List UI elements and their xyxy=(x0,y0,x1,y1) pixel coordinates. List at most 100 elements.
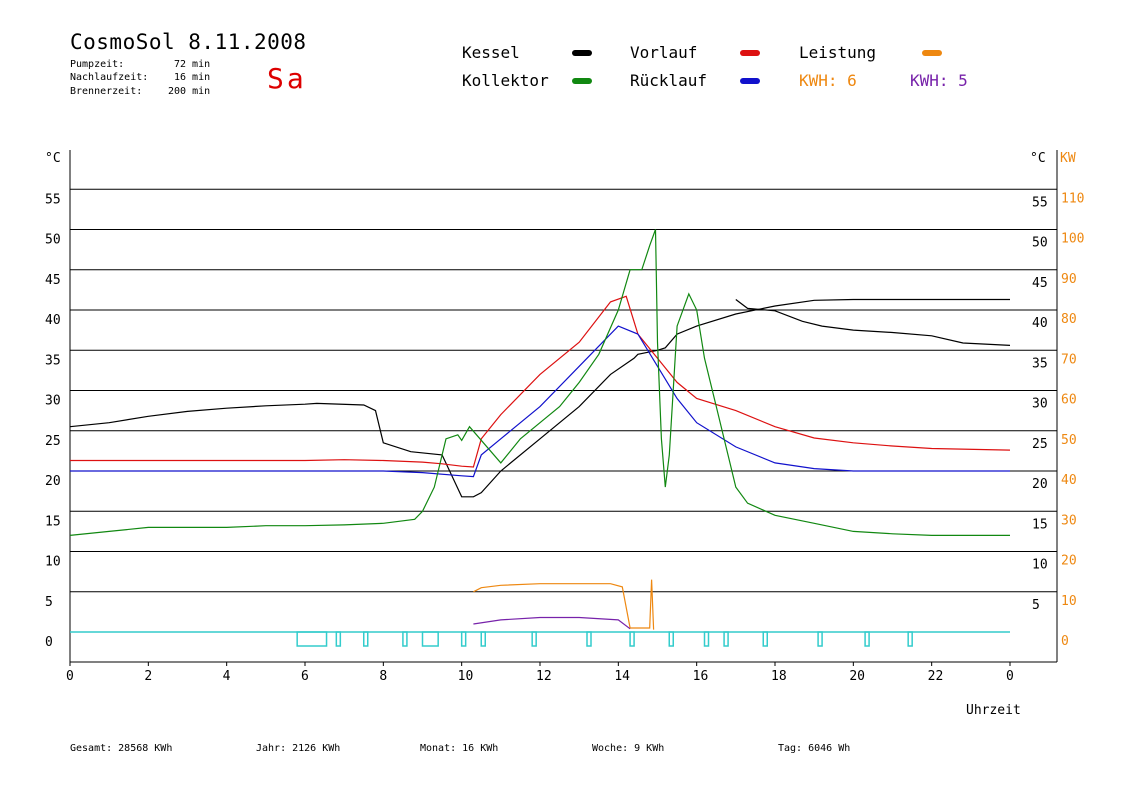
legend-kwh-2: KWH: 5 xyxy=(910,71,968,90)
kw-tick: 20 xyxy=(1061,554,1077,569)
kw-tick: 80 xyxy=(1061,312,1077,327)
x-tick-label: 6 xyxy=(301,669,309,684)
series-kwh xyxy=(473,616,631,630)
kw-axis-label: KW xyxy=(1060,151,1076,166)
series-leistung xyxy=(473,579,655,630)
legend-kollektor-label: Kollektor xyxy=(462,71,549,90)
y-tick-right: 5 xyxy=(1032,598,1040,613)
legend-kwh-1: KWH: 6 xyxy=(799,71,857,90)
series-kessel-evening xyxy=(735,299,1011,346)
y-tick-right: 30 xyxy=(1032,397,1048,412)
x-tick-label: 14 xyxy=(614,669,630,684)
y-axis-label-left: °C xyxy=(45,151,61,166)
pump-status-block xyxy=(460,631,467,647)
pump-status-block xyxy=(668,631,674,647)
legend-vorlauf-label: Vorlauf xyxy=(630,43,698,62)
x-tick-label: 16 xyxy=(693,669,709,684)
kw-tick: 50 xyxy=(1061,433,1077,448)
footer-tag: Tag: 6046 Wh xyxy=(778,743,851,754)
x-axis-label: Uhrzeit xyxy=(966,703,1021,718)
pump-status-block xyxy=(864,631,870,647)
kw-tick: 30 xyxy=(1061,513,1077,528)
legend-ruecklauf-swatch xyxy=(740,78,760,84)
nachlauf-time-label: Nachlaufzeit: xyxy=(70,72,149,83)
x-tick-label: 22 xyxy=(928,669,944,684)
pump-status-block xyxy=(335,631,342,647)
legend-ruecklauf-label: Rücklauf xyxy=(630,71,708,90)
chart-title: CosmoSol 8.11.2008 xyxy=(70,30,307,54)
legend-leistung-label: Leistung xyxy=(799,43,877,62)
pump-time-row: Pumpzeit: xyxy=(70,58,124,71)
series-kessel xyxy=(69,298,1010,498)
pump-time-value: 72 min xyxy=(174,59,211,70)
y-tick-right: 40 xyxy=(1032,316,1048,331)
pump-status-block xyxy=(363,631,369,647)
y-tick-left: 20 xyxy=(45,474,61,489)
pump-status-block xyxy=(723,631,729,647)
pump-status-block xyxy=(421,631,439,647)
kw-tick: 60 xyxy=(1061,393,1077,408)
footer-monat: Monat: 16 KWh xyxy=(420,743,499,754)
y-tick-left: 40 xyxy=(45,313,61,328)
nachlauf-time-value: 16 min xyxy=(174,72,211,83)
legend-leistung-swatch xyxy=(922,50,942,56)
y-tick-left: 30 xyxy=(45,394,61,409)
legend-kessel-label: Kessel xyxy=(462,43,520,62)
y-tick-left: 5 xyxy=(45,595,53,610)
y-tick-right: 35 xyxy=(1032,356,1048,371)
pump-status-block xyxy=(586,631,592,647)
x-tick-label: 4 xyxy=(223,669,231,684)
y-tick-left: 0 xyxy=(45,635,53,650)
pump-status-block xyxy=(817,631,823,647)
y-tick-right: 55 xyxy=(1032,195,1048,210)
y-tick-right: 25 xyxy=(1032,437,1048,452)
pump-status-block xyxy=(402,631,408,647)
x-tick-label: 8 xyxy=(379,669,387,684)
legend-vorlauf-swatch xyxy=(740,50,760,56)
y-tick-left: 55 xyxy=(45,192,61,207)
pump-status-block xyxy=(703,631,710,647)
y-tick-left: 25 xyxy=(45,434,61,449)
legend-kessel-swatch xyxy=(572,50,592,56)
kw-tick: 90 xyxy=(1061,272,1077,287)
series-kollektor xyxy=(69,229,1010,536)
pump-status-block xyxy=(907,631,913,647)
x-tick-label: 0 xyxy=(66,669,74,684)
y-tick-right: 15 xyxy=(1032,517,1048,532)
kw-tick: 100 xyxy=(1061,232,1084,247)
y-tick-left: 35 xyxy=(45,353,61,368)
kw-tick: 70 xyxy=(1061,352,1077,367)
brenner-time-value: 200 min xyxy=(168,86,211,97)
x-tick-label: 20 xyxy=(849,669,865,684)
footer-jahr: Jahr: 2126 KWh xyxy=(256,743,341,754)
y-tick-left: 45 xyxy=(45,273,61,288)
pump-status-block xyxy=(629,631,635,647)
series-ruecklauf xyxy=(70,325,1010,478)
y-tick-left: 15 xyxy=(45,514,61,529)
pump-time-label: Pumpzeit: xyxy=(70,59,125,70)
weekday-label: Sa xyxy=(267,62,307,95)
x-tick-label: 12 xyxy=(536,669,552,684)
y-tick-right: 50 xyxy=(1032,236,1048,251)
kw-tick: 0 xyxy=(1061,634,1069,649)
brenner-time-label: Brennerzeit: xyxy=(70,86,143,97)
y-tick-right: 45 xyxy=(1032,276,1048,291)
footer-woche: Woche: 9 KWh xyxy=(592,743,665,754)
kw-tick: 110 xyxy=(1061,191,1084,206)
kw-tick: 40 xyxy=(1061,473,1077,488)
pump-status-block xyxy=(531,631,537,647)
y-tick-left: 50 xyxy=(45,233,61,248)
pump-status-block xyxy=(296,631,328,647)
x-tick-label: 2 xyxy=(144,669,152,684)
legend-kollektor-swatch xyxy=(572,78,592,84)
x-tick-label: 10 xyxy=(458,669,474,684)
x-tick-label: 18 xyxy=(771,669,787,684)
y-tick-left: 10 xyxy=(45,555,61,570)
x-tick-label: 0 xyxy=(1006,669,1014,684)
pump-status-block xyxy=(762,631,768,647)
series-vorlauf xyxy=(70,295,1011,468)
y-axis-label-right: °C xyxy=(1030,151,1046,166)
kw-tick: 10 xyxy=(1061,594,1077,609)
footer-gesamt: Gesamt: 28568 KWh xyxy=(70,743,173,754)
